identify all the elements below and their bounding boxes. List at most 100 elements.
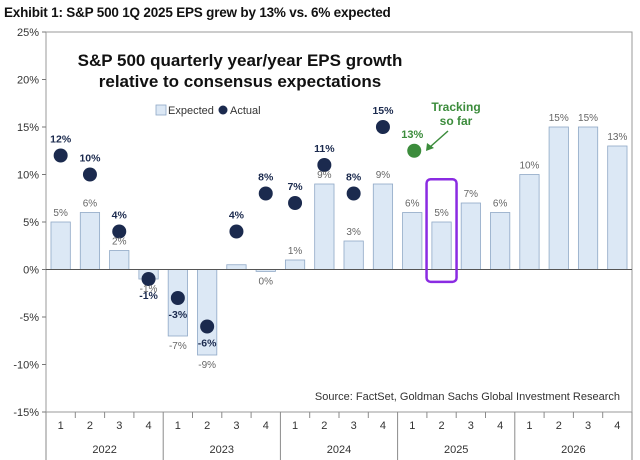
legend-actual-marker xyxy=(218,105,228,115)
y-tick-label: -15% xyxy=(13,407,39,419)
y-tick-label: -10% xyxy=(13,360,39,372)
x-tick-label: 1 xyxy=(175,420,181,432)
x-tick-label: 1 xyxy=(526,420,532,432)
year-label: 2023 xyxy=(210,444,234,456)
expected-bar xyxy=(548,126,569,270)
data-labels: 5% 6% 2% -1% -7% -9% 0% 1% 9% 3% 9% 6% 5% 7% 6% 10% 15% 1… xyxy=(50,105,627,371)
expected-value-label: -7% xyxy=(169,341,187,352)
year-label: 2026 xyxy=(561,444,585,456)
expected-value-label: 9% xyxy=(317,170,332,181)
expected-bar xyxy=(402,212,423,270)
expected-value-label: 10% xyxy=(519,161,539,172)
actual-dot xyxy=(258,186,273,201)
x-tick-label: 4 xyxy=(614,420,620,432)
current-quarter-highlight xyxy=(425,178,458,284)
year-label: 2024 xyxy=(327,444,351,456)
expected-bar xyxy=(284,259,306,270)
expected-value-label: 9% xyxy=(376,170,391,181)
y-tick-label: 5% xyxy=(23,217,39,229)
expected-value-label: 3% xyxy=(346,227,361,238)
actual-value-label: 7% xyxy=(287,181,303,193)
y-tick-label: 0% xyxy=(23,265,39,277)
tracking-arrow xyxy=(429,130,449,148)
expected-bar xyxy=(577,126,599,270)
actual-dot xyxy=(229,224,244,239)
actual-dot xyxy=(112,224,127,239)
expected-bar xyxy=(109,250,130,270)
x-tick-label: 4 xyxy=(380,420,386,432)
y-tick-label: 25% xyxy=(17,27,39,39)
x-tick-label: 3 xyxy=(585,420,591,432)
expected-value-label: 6% xyxy=(493,199,508,210)
expected-value-label: -9% xyxy=(198,360,216,371)
actual-value-label: 12% xyxy=(50,134,72,146)
expected-bars xyxy=(50,126,628,356)
actual-value-label: -3% xyxy=(169,309,188,321)
actual-dot xyxy=(288,196,303,210)
x-tick-label: 2 xyxy=(321,420,327,432)
x-tick-label: 4 xyxy=(497,420,503,432)
x-tick-label: 1 xyxy=(292,420,298,432)
year-label: 2022 xyxy=(92,444,116,456)
legend-actual-label: Actual xyxy=(230,105,261,117)
x-tick-label: 3 xyxy=(233,420,239,432)
expected-bar xyxy=(519,174,540,270)
actual-value-label: 8% xyxy=(346,172,362,184)
actual-value-label: 15% xyxy=(372,105,394,117)
actual-dot xyxy=(82,167,97,182)
x-tick-label: 2 xyxy=(556,420,562,432)
y-tick-label: 20% xyxy=(17,75,39,87)
actual-dot xyxy=(53,148,68,163)
x-tick-label: 2 xyxy=(204,420,210,432)
x-tick-label: 3 xyxy=(116,420,122,432)
tracking-dot xyxy=(407,143,422,158)
tracking-text-line-1: Tracking xyxy=(431,100,480,114)
expected-value-label: 0% xyxy=(259,276,274,287)
x-tick-label: 4 xyxy=(263,420,269,432)
actual-dot xyxy=(141,272,156,286)
x-tick-label: 1 xyxy=(58,420,64,432)
actual-value-label: -6% xyxy=(198,338,217,350)
annotations: S&P 500 quarterly year/year EPS growth r… xyxy=(78,51,620,403)
actual-dot xyxy=(170,291,185,305)
tracking-text-line-2: so far xyxy=(440,114,473,128)
actual-value-label: 11% xyxy=(314,143,335,155)
x-tick-label: 3 xyxy=(468,420,474,432)
legend-expected-label: Expected xyxy=(168,105,214,117)
expected-bar xyxy=(50,221,71,270)
actual-dot xyxy=(200,319,215,334)
expected-bar xyxy=(343,240,364,270)
expected-value-label: -1% xyxy=(140,284,158,295)
legend-expected-swatch xyxy=(155,104,167,116)
actual-dots xyxy=(53,120,422,334)
chart-title-line-1: S&P 500 quarterly year/year EPS growth xyxy=(78,51,403,70)
actual-dot xyxy=(346,186,361,201)
expected-value-label: 5% xyxy=(434,208,449,219)
expected-value-label: 6% xyxy=(405,199,420,210)
x-tick-label: 4 xyxy=(145,420,151,432)
legend: Expected Actual xyxy=(155,104,261,117)
tracking-value-label: 13% xyxy=(401,129,423,141)
tracking-arrowhead xyxy=(426,143,434,151)
exhibit-title: Exhibit 1: S&P 500 1Q 2025 EPS grew by 1… xyxy=(4,5,391,20)
actual-value-label: 8% xyxy=(258,172,274,184)
expected-bar xyxy=(226,264,247,270)
expected-bar xyxy=(79,212,101,270)
expected-value-label: 15% xyxy=(578,113,598,124)
x-tick-label: 2 xyxy=(87,420,93,432)
expected-value-label: 15% xyxy=(549,113,569,124)
chart-title-line-2: relative to consensus expectations xyxy=(99,72,382,91)
expected-bar xyxy=(490,212,511,270)
expected-value-label: 1% xyxy=(288,246,303,257)
source-note: Source: FactSet, Goldman Sachs Global In… xyxy=(315,391,620,403)
actual-value-label: 4% xyxy=(112,210,128,222)
actual-dot xyxy=(375,120,390,134)
x-tick-label: 1 xyxy=(409,420,415,432)
actual-value-label: -1% xyxy=(139,290,158,302)
actual-dot xyxy=(317,158,332,172)
expected-bar xyxy=(431,221,452,270)
expected-bar xyxy=(372,183,394,270)
expected-value-label: 6% xyxy=(83,199,98,210)
y-tick-label: 15% xyxy=(17,122,39,134)
